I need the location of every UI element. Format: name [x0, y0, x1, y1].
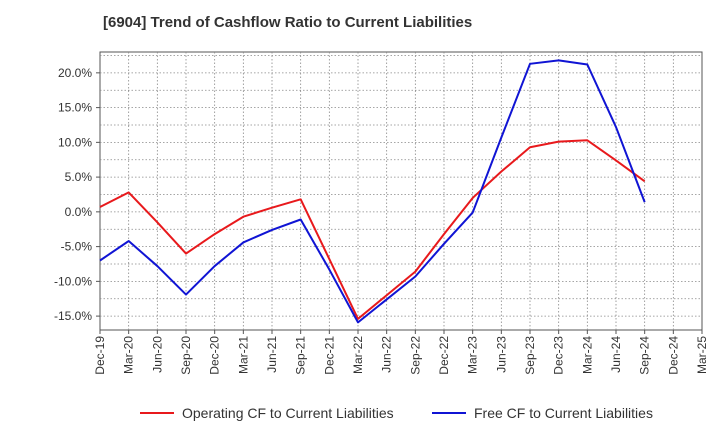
- x-tick-label: Sep-24: [638, 336, 652, 375]
- y-tick-label: 20.0%: [58, 66, 92, 80]
- x-tick-label: Sep-21: [294, 336, 308, 375]
- grid-lines: [100, 52, 702, 330]
- y-tick-label: -10.0%: [54, 274, 92, 288]
- x-tick-label: Mar-24: [580, 336, 594, 374]
- x-tick-label: Mar-20: [122, 336, 136, 374]
- y-tick-label: -5.0%: [61, 240, 93, 254]
- x-tick-label: Jun-23: [494, 336, 508, 373]
- x-tick-label: Sep-22: [408, 336, 422, 375]
- x-tick-label: Dec-24: [666, 336, 680, 375]
- x-tick-label: Dec-21: [322, 336, 336, 375]
- x-tick-label: Jun-22: [380, 336, 394, 373]
- x-tick-label: Dec-23: [552, 336, 566, 375]
- x-tick-label: Mar-21: [236, 336, 250, 374]
- x-tick-label: Dec-22: [437, 336, 451, 375]
- x-tick-label: Dec-19: [93, 336, 107, 375]
- series-line-free-cf: [99, 59, 646, 324]
- legend: Operating CF to Current Liabilities Free …: [140, 405, 653, 421]
- x-tick-label: Jun-20: [150, 336, 164, 373]
- y-tick-label: -15.0%: [54, 309, 92, 323]
- legend-label: Free CF to Current Liabilities: [474, 405, 653, 421]
- y-tick-label: 15.0%: [58, 101, 92, 115]
- x-tick-label: Sep-23: [523, 336, 537, 375]
- y-tick-label: 0.0%: [65, 205, 93, 219]
- x-tick-label: Jun-21: [265, 336, 279, 373]
- x-tick-label: Sep-20: [179, 336, 193, 375]
- axis-labels: 20.0% 15.0% 10.0% 5.0% 0.0% -5.0% -10.0% -15.0%…: [54, 66, 709, 375]
- chart-title: [6904] Trend of Cashflow Ratio to Curren…: [103, 14, 473, 31]
- x-tick-label: Jun-24: [609, 336, 623, 373]
- x-tick-label: Mar-22: [351, 336, 365, 374]
- x-tick-label: Mar-23: [466, 336, 480, 374]
- legend-label: Operating CF to Current Liabilities: [182, 405, 394, 421]
- series-line-operating-cf: [99, 139, 646, 320]
- y-tick-label: 5.0%: [65, 170, 93, 184]
- x-tick-label: Dec-20: [208, 336, 222, 375]
- series-lines: [99, 59, 646, 324]
- y-tick-label: 10.0%: [58, 135, 92, 149]
- x-tick-label: Mar-25: [695, 336, 709, 374]
